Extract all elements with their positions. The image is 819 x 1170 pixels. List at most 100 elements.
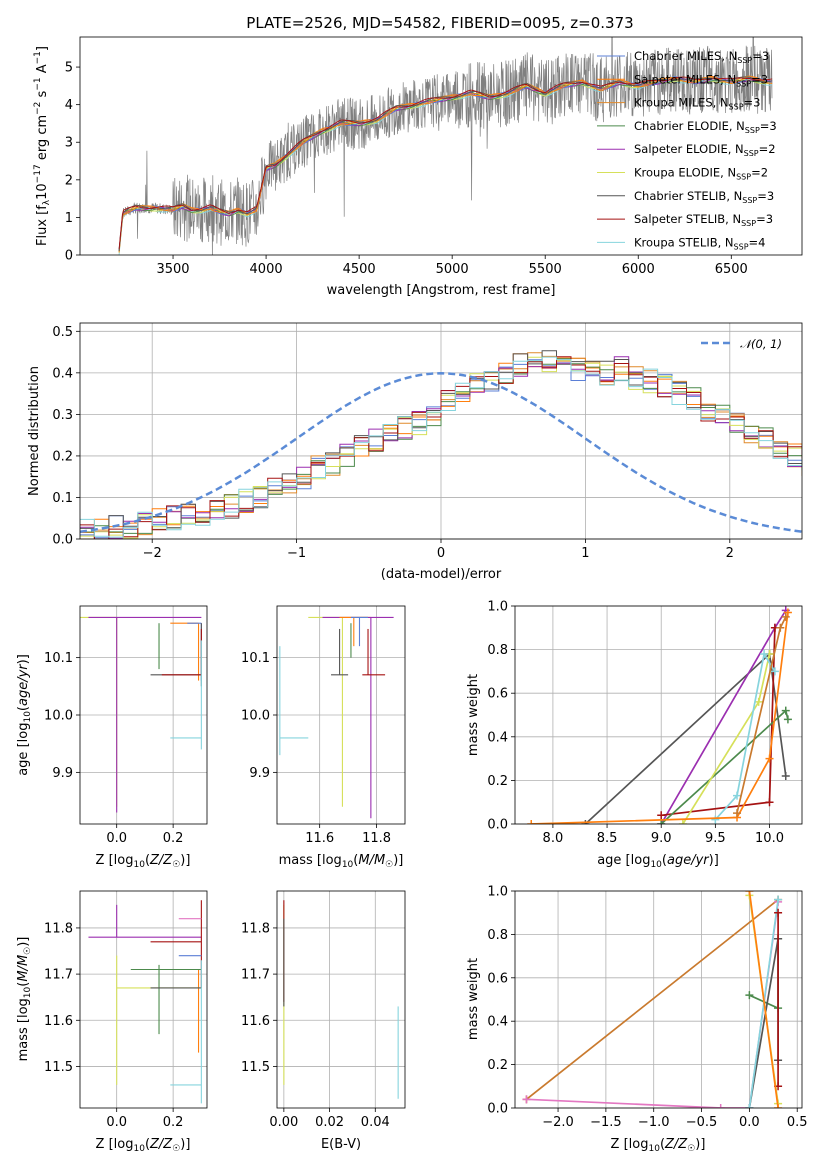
y-tick-label: 1.0 bbox=[487, 885, 508, 900]
x-tick-label: 5000 bbox=[436, 262, 469, 277]
weight-point-marker bbox=[783, 715, 792, 724]
model-spectrum-salpeter-stelib bbox=[118, 76, 773, 249]
y-tick-label: 11.8 bbox=[241, 921, 270, 936]
residuals-xlabel: (data-model)/error bbox=[381, 567, 502, 582]
age-vs-z-ylabel: age [log10(age/yr)] bbox=[16, 654, 33, 776]
y-tick-label: 0.0 bbox=[52, 533, 73, 548]
legend-entry: Kroupa MILES, NSSP=3 bbox=[634, 96, 760, 112]
y-tick-label: 3 bbox=[65, 136, 73, 151]
spectrum-ylabel: Flux [fλ10−17 erg cm−2 s−1 A−1] bbox=[33, 46, 52, 246]
weight-vs-z-axes-frame bbox=[514, 890, 803, 1109]
residuals-ylabel: Normed distribution bbox=[27, 366, 42, 496]
weight-point-marker bbox=[581, 820, 590, 824]
histogram-kroupa-stelib bbox=[80, 356, 802, 538]
x-tick-label: 4500 bbox=[343, 262, 376, 277]
y-tick-label: 11.7 bbox=[241, 968, 270, 983]
y-tick-label: 0.2 bbox=[487, 1058, 508, 1073]
observed-spectrum-line bbox=[118, 37, 773, 255]
legend-entry: Salpeter MILES, NSSP=3 bbox=[634, 72, 768, 88]
model-spectrum-kroupa-miles bbox=[118, 75, 773, 253]
mass-vs-ebv-panel: 0.00 0.02 0.04 11.5 11.6 11.7 11.8 E(B-V) bbox=[241, 890, 406, 1152]
weight-point-marker bbox=[657, 811, 666, 820]
mass-vs-ebv-axes-frame bbox=[276, 890, 406, 1109]
y-tick-label: 11.8 bbox=[44, 921, 73, 936]
x-tick-label: 9.0 bbox=[651, 831, 672, 846]
x-tick-label: 3500 bbox=[156, 262, 189, 277]
weight-point-marker bbox=[774, 895, 783, 904]
legend-entry: Chabrier ELODIE, NSSP=3 bbox=[634, 119, 777, 135]
x-tick-label: 0.0 bbox=[106, 1115, 127, 1130]
y-tick-label: 0.3 bbox=[52, 408, 73, 423]
x-tick-label: 0.5 bbox=[787, 1115, 808, 1130]
x-tick-label: −1.0 bbox=[638, 1115, 670, 1130]
weight-series-line bbox=[531, 612, 789, 824]
y-tick-label: 0.2 bbox=[52, 449, 73, 464]
legend-entry: Chabrier STELIB, NSSP=3 bbox=[634, 189, 774, 205]
spectrum-panel: PLATE=2526, MJD=54582, FIBERID=0095, z=0… bbox=[33, 14, 803, 298]
x-tick-label: 11.6 bbox=[305, 831, 334, 846]
age-vs-z-xlabel: Z [log10(Z/Z☉)] bbox=[96, 853, 191, 870]
legend-entry: Salpeter ELODIE, NSSP=2 bbox=[634, 142, 776, 158]
weight-point-marker bbox=[770, 667, 779, 676]
y-tick-label: 10.0 bbox=[44, 709, 73, 724]
weight-point-marker bbox=[678, 820, 687, 824]
y-tick-label: 0.0 bbox=[487, 1102, 508, 1117]
spectrum-title: PLATE=2526, MJD=54582, FIBERID=0095, z=0… bbox=[246, 14, 633, 32]
mass-vs-z-panel: 0.0 0.2 11.5 11.6 11.7 11.8 Z [log10(Z/Z☉)] m… bbox=[16, 890, 208, 1154]
y-tick-label: 0.6 bbox=[487, 687, 508, 702]
y-tick-label: 1.0 bbox=[487, 600, 508, 615]
legend-entry: Kroupa ELODIE, NSSP=2 bbox=[634, 166, 768, 182]
x-tick-label: −2 bbox=[143, 546, 162, 561]
mass-vs-z-ylabel: mass [log10(M/M☉)] bbox=[16, 937, 33, 1062]
model-spectrum-salpeter-elodie bbox=[118, 76, 773, 250]
x-tick-label: −0.5 bbox=[686, 1115, 718, 1130]
x-tick-label: −1 bbox=[287, 546, 306, 561]
weight-vs-z-panel: −2.0 −1.5 −1.0 −0.5 0.0 0.5 0.0 0.2 0.4 0.6 0.8 1.0… bbox=[466, 885, 808, 1155]
histogram-chabrier-elodie bbox=[80, 358, 802, 534]
weight-point-marker bbox=[527, 820, 536, 824]
y-tick-label: 0.4 bbox=[487, 1015, 508, 1030]
y-tick-label: 2 bbox=[65, 173, 73, 188]
weight-point-marker bbox=[754, 697, 763, 706]
x-tick-label: 0.0 bbox=[106, 831, 127, 846]
x-tick-label: 8.0 bbox=[543, 831, 564, 846]
weight-point-marker bbox=[733, 791, 742, 800]
spectrum-xlabel: wavelength [Angstrom, rest frame] bbox=[327, 283, 556, 298]
y-tick-label: 10.1 bbox=[241, 651, 270, 666]
weight-series-line bbox=[525, 899, 779, 1100]
weight-point-marker bbox=[781, 706, 790, 715]
y-tick-label: 0.8 bbox=[487, 928, 508, 943]
legend-entry: Chabrier MILES, NSSP=3 bbox=[634, 49, 769, 65]
y-tick-label: 0.4 bbox=[52, 366, 73, 381]
x-tick-label: 5500 bbox=[529, 262, 562, 277]
weight-point-marker bbox=[765, 754, 774, 763]
weight-point-marker bbox=[745, 1104, 754, 1108]
weight-series-line bbox=[714, 651, 776, 821]
x-tick-label: 0.2 bbox=[163, 1115, 184, 1130]
x-tick-label: 0 bbox=[437, 546, 445, 561]
y-tick-label: 1 bbox=[65, 211, 73, 226]
x-tick-label: 2 bbox=[726, 546, 734, 561]
y-tick-label: 0 bbox=[65, 249, 73, 264]
y-tick-label: 0.0 bbox=[487, 818, 508, 833]
x-tick-label: 11.8 bbox=[362, 831, 391, 846]
x-tick-label: 4000 bbox=[250, 262, 283, 277]
y-tick-label: 0.1 bbox=[52, 491, 73, 506]
y-tick-label: 11.7 bbox=[44, 968, 73, 983]
weight-point-marker bbox=[711, 815, 720, 824]
y-tick-label: 0.5 bbox=[52, 325, 73, 340]
age-vs-mass-xlabel: mass [log10(M/M☉)] bbox=[279, 853, 404, 870]
y-tick-label: 0.8 bbox=[487, 643, 508, 658]
y-tick-label: 9.9 bbox=[52, 766, 73, 781]
weight-series-line bbox=[748, 891, 779, 1108]
mass-vs-z-xlabel: Z [log10(Z/Z☉)] bbox=[96, 1137, 191, 1154]
y-tick-label: 0.6 bbox=[487, 971, 508, 986]
weight-point-marker bbox=[774, 908, 783, 917]
weight-vs-age-ylabel: mass weight bbox=[466, 674, 481, 756]
x-tick-label: −1.5 bbox=[590, 1115, 622, 1130]
y-tick-label: 4 bbox=[65, 98, 73, 113]
y-tick-label: 11.6 bbox=[241, 1014, 270, 1029]
age-vs-z-panel: 0.0 0.2 9.9 10.0 10.1 Z [log10(Z/Z☉)] age [l… bbox=[16, 605, 208, 870]
spectrum-axes-frame bbox=[79, 36, 803, 256]
age-vs-mass-panel: 11.6 11.8 9.9 10.0 10.1 mass [log10(M/M☉)] bbox=[241, 605, 406, 870]
